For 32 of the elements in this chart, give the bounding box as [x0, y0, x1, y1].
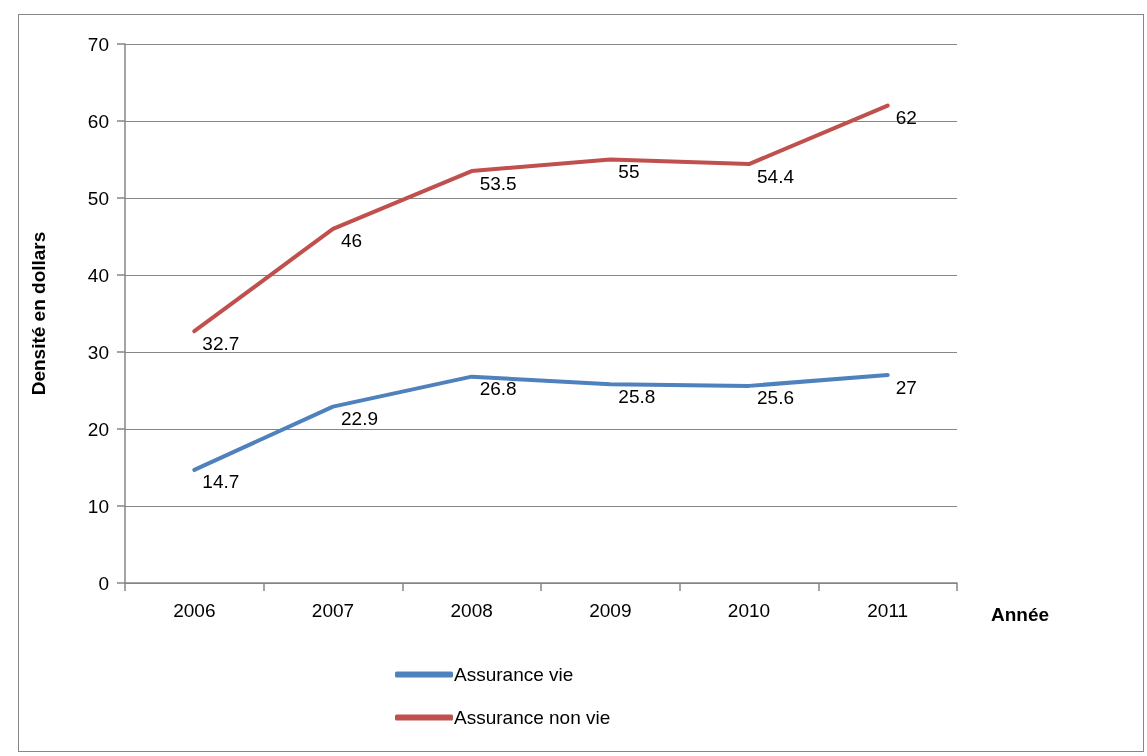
x-tick-label: 2007 [311, 600, 355, 621]
y-axis-title: Densité en dollars [28, 231, 49, 396]
data-label: 25.6 [757, 387, 794, 409]
y-tick-label: 10 [87, 495, 109, 517]
x-axis-title: Année [991, 604, 1050, 625]
y-tick-label: 70 [87, 33, 109, 55]
x-tick-label: 2011 [867, 600, 909, 621]
y-tick-label: 60 [87, 110, 109, 132]
data-label: 22.9 [341, 408, 378, 430]
data-label: 14.7 [202, 471, 240, 493]
data-label: 27 [895, 376, 917, 398]
x-tick-label: 2010 [727, 600, 771, 621]
data-label: 62 [895, 107, 917, 129]
data-label: 53.5 [479, 172, 517, 194]
y-tick-label: 30 [87, 341, 109, 363]
data-label: 46 [341, 230, 363, 252]
y-tick-label: 50 [87, 187, 109, 209]
y-tick-label: 0 [98, 572, 109, 594]
y-tick-label: 20 [87, 418, 109, 440]
line-series [192, 103, 890, 334]
legend-label: Assurance vie [454, 664, 574, 685]
data-label: 54.4 [757, 165, 795, 187]
legend-label: Assurance non vie [454, 707, 611, 728]
data-label: 25.8 [618, 385, 656, 407]
x-tick-label: 2006 [173, 600, 216, 621]
data-label: 26.8 [479, 378, 517, 400]
line-series [192, 373, 890, 472]
data-label: 32.7 [202, 332, 240, 354]
x-tick-label: 2008 [450, 600, 493, 621]
x-tick-label: 2009 [589, 600, 632, 621]
data-label: 55 [618, 161, 640, 182]
y-tick-label: 40 [87, 264, 109, 286]
